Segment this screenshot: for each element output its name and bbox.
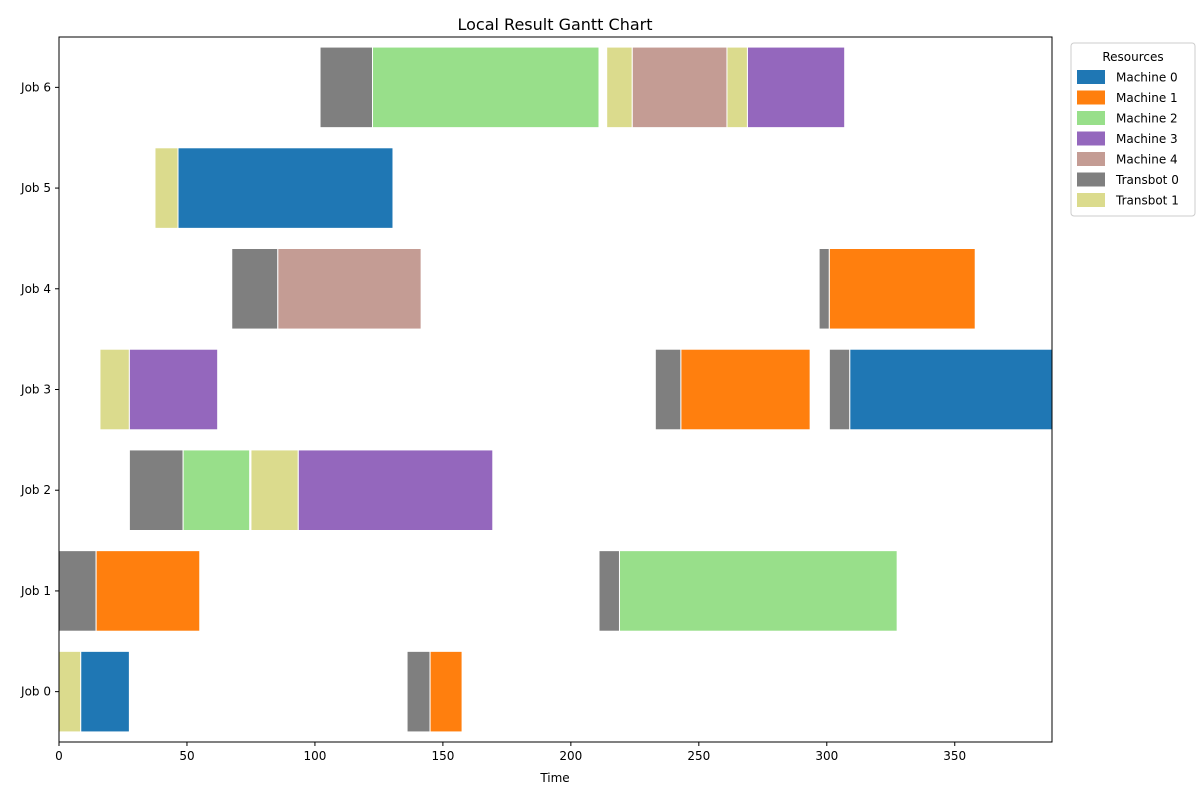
bar-transbot-0 [406, 650, 431, 733]
bar-transbot-0 [231, 248, 279, 330]
y-tick-label: Job 6 [20, 80, 51, 94]
bar-transbot-0 [828, 348, 851, 431]
legend-label: Machine 2 [1116, 112, 1178, 126]
bar-transbot-1 [58, 650, 82, 733]
bar-machine-2 [182, 449, 251, 531]
x-axis-label: Time [539, 771, 569, 785]
legend-swatch [1077, 90, 1105, 105]
legend-label: Transbot 1 [1115, 194, 1179, 208]
bar-machine-3 [297, 449, 494, 531]
bar-transbot-0 [128, 449, 184, 531]
legend-entries: Machine 0 Machine 1 Machine 2 Machine 3 Mach… [1077, 70, 1179, 208]
bars-group [58, 46, 1053, 733]
y-tick-label: Job 3 [20, 383, 51, 397]
bar-transbot-0 [598, 550, 620, 632]
bar-machine-1 [680, 348, 811, 431]
legend-label: Machine 1 [1116, 91, 1178, 105]
y-axis: Job 0 Job 1 Job 2 Job 3 Job 4 Job 5 Job 6 [20, 80, 59, 699]
x-tick-label: 300 [815, 749, 838, 763]
legend-swatch [1077, 172, 1105, 187]
legend-label: Machine 0 [1116, 71, 1178, 85]
bar-transbot-1 [726, 46, 748, 129]
bar-transbot-0 [319, 46, 374, 129]
x-tick-label: 100 [303, 749, 326, 763]
x-tick-label: 200 [559, 749, 582, 763]
bar-transbot-0 [818, 248, 830, 330]
legend-swatch [1077, 152, 1105, 166]
chart-title: Local Result Gantt Chart [457, 15, 652, 34]
bar-transbot-1 [606, 46, 633, 129]
bar-transbot-0 [654, 348, 682, 431]
x-tick-label: 50 [179, 749, 194, 763]
legend-swatch [1077, 111, 1105, 125]
legend-label: Machine 4 [1116, 153, 1178, 167]
bar-machine-4 [631, 46, 728, 129]
bar-transbot-1 [250, 449, 299, 531]
x-tick-label: 0 [55, 749, 63, 763]
bar-machine-0 [80, 650, 130, 733]
bar-machine-1 [828, 248, 976, 330]
y-tick-label: Job 0 [20, 685, 51, 699]
y-tick-label: Job 5 [20, 181, 51, 195]
bar-machine-3 [128, 348, 219, 431]
bar-machine-3 [746, 46, 846, 129]
x-tick-label: 150 [431, 749, 454, 763]
legend-swatch [1077, 193, 1105, 207]
bar-machine-1 [429, 650, 463, 733]
bar-machine-2 [372, 46, 600, 129]
legend-label: Transbot 0 [1115, 173, 1179, 187]
bar-transbot-1 [154, 147, 179, 229]
y-tick-label: Job 2 [20, 483, 51, 497]
bar-machine-0 [177, 147, 394, 229]
bar-transbot-1 [99, 348, 130, 431]
legend-label: Machine 3 [1116, 132, 1178, 146]
legend-swatch [1077, 70, 1105, 84]
legend-box [1070, 42, 1196, 217]
bar-machine-0 [849, 348, 1053, 431]
bar-transbot-0 [58, 550, 97, 632]
x-tick-label: 350 [943, 749, 966, 763]
bar-machine-2 [618, 550, 898, 632]
legend-title: Resources [1102, 50, 1163, 64]
x-axis: 0 50 100 150 200 250 300 350 [55, 742, 966, 763]
y-tick-label: Job 4 [20, 282, 51, 296]
x-tick-label: 250 [687, 749, 710, 763]
legend-swatch [1077, 131, 1105, 146]
bar-machine-1 [95, 550, 201, 632]
bar-machine-4 [277, 248, 422, 330]
y-tick-label: Job 1 [20, 584, 51, 598]
